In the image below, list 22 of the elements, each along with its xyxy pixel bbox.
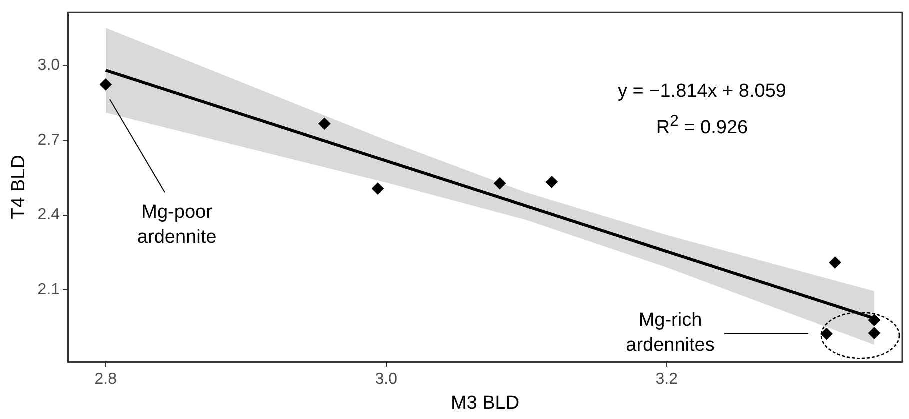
point — [100, 78, 112, 91]
annotation: Mg-rich ardennites — [626, 310, 715, 356]
x-tick-label: 2.8 — [94, 371, 118, 388]
point — [868, 327, 880, 340]
x-tick-label: 3.2 — [656, 371, 678, 388]
annotation: y = −1.814x + 8.059 — [616, 80, 788, 104]
y-tick-label: 3.0 — [38, 56, 60, 74]
y-tick-label: 2.7 — [38, 132, 60, 149]
point — [494, 178, 506, 190]
point — [820, 328, 833, 340]
point — [546, 176, 558, 188]
point — [868, 314, 880, 326]
point — [318, 118, 331, 130]
y-axis-title: T4 BLD — [8, 155, 30, 220]
y-tick-label: 2.1 — [38, 282, 60, 299]
y-tick-label: 2.4 — [38, 206, 60, 224]
annotation: Mg-poor ardennite — [137, 202, 217, 248]
annotation: R$^{2}$ = 0.926 — [655, 112, 750, 140]
x-axis-title: M3 BLD — [450, 392, 520, 414]
x-tick-label: 3.0 — [375, 371, 398, 388]
point — [829, 256, 842, 269]
point — [372, 182, 384, 195]
